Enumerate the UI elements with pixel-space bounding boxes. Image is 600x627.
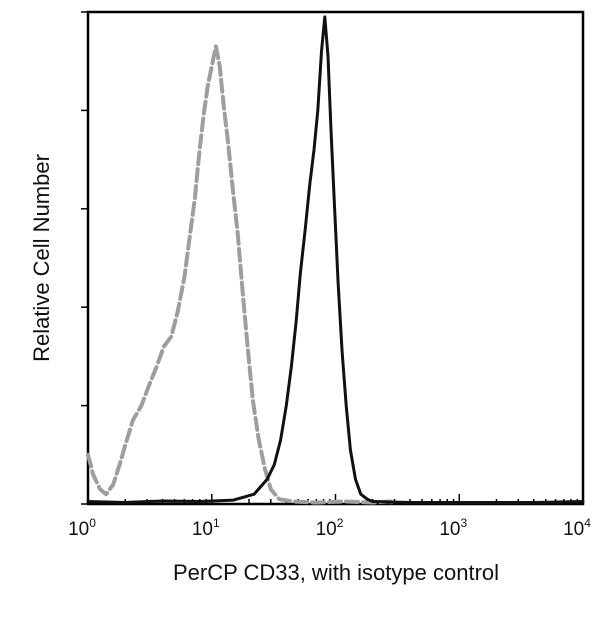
x-tick-labels: 100 101 102 103 104 [68, 516, 591, 540]
x-tick-label: 102 [316, 516, 344, 540]
x-tick-label: 104 [563, 516, 591, 540]
x-tick-label: 100 [68, 516, 96, 540]
axis-ticks [81, 11, 584, 505]
isotype-control-trace [86, 44, 397, 506]
y-axis-title: Relative Cell Number [29, 154, 54, 362]
x-tick-label: 101 [192, 516, 220, 540]
x-axis-title: PerCP CD33, with isotype control [173, 560, 499, 585]
cd33-trace [86, 15, 585, 504]
series-layer [86, 15, 585, 506]
x-tick-label: 103 [439, 516, 467, 540]
